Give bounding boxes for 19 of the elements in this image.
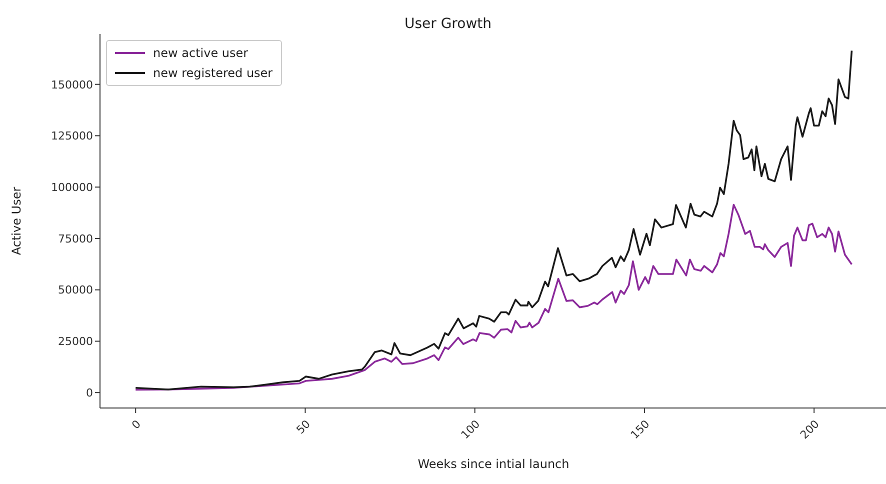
legend-label: new active user [153,45,248,62]
line-series [134,204,853,391]
x-tick-label: 200 [798,418,822,442]
x-tick-label: 0 [129,418,144,432]
x-tick-label: 100 [458,418,483,442]
y-tick-label: 100000 [51,181,93,194]
y-tick-label: 0 [86,386,93,400]
y-tick-label: 75000 [58,232,93,246]
y-tick-label: 125000 [51,130,93,143]
x-tick-label: 150 [628,418,652,442]
x-axis-title: Weeks since intial launch [418,457,570,471]
y-tick-label: 25000 [58,335,93,348]
chart-title: User Growth [403,16,493,32]
x-tick-label: 50 [294,418,314,437]
line-series [134,50,853,390]
y-axis-title: Active User [9,186,24,256]
y-tick-label: 150000 [51,78,93,92]
y-tick-label: 50000 [58,284,93,297]
legend-label: new registered user [153,65,273,82]
